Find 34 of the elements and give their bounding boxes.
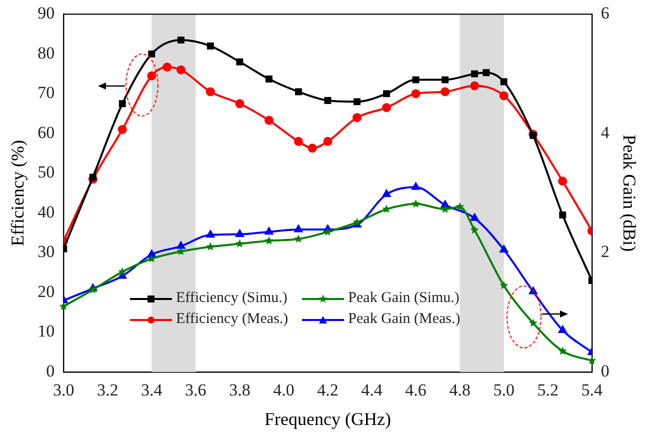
legend-label: Efficiency (Meas.): [176, 311, 288, 328]
x-tick-label: 3.4: [141, 380, 163, 400]
x-tick-label: 4.2: [317, 380, 338, 400]
y-tick-label: 50: [38, 162, 55, 182]
y-tick-label: 80: [38, 43, 55, 62]
y-tick-label: 40: [38, 202, 55, 222]
y-tick-label: 0: [46, 361, 55, 380]
x-tick-label: 4.4: [361, 380, 383, 400]
x-tick-label: 4.0: [273, 380, 294, 400]
y-tick-label: 10: [38, 322, 55, 341]
y2-tick-label: 2: [600, 242, 610, 262]
x-tick-label: 3.6: [185, 380, 206, 400]
legend-label: Efficiency (Simu.): [176, 290, 288, 307]
legend-label: Peak Gain (Simu.): [348, 290, 460, 307]
x-tick-label: 3.0: [52, 380, 74, 400]
y-tick-label: 30: [38, 242, 55, 262]
x-tick-label: 5.4: [581, 380, 604, 400]
legend-label: Peak Gain (Meas.): [348, 311, 460, 328]
y-axis-title: Efficiency (%): [8, 140, 28, 246]
x-axis-title: Frequency (GHz): [264, 408, 391, 429]
x-tick-label: 5.2: [537, 380, 558, 400]
y2-tick-label: 6: [600, 4, 610, 23]
y-tick-label: 90: [38, 4, 55, 23]
x-tick-label: 4.8: [449, 380, 470, 400]
y-tick-label: 20: [38, 282, 55, 301]
y-tick-label: 60: [38, 122, 55, 142]
x-tick-label: 4.6: [405, 380, 426, 400]
x-tick-label: 5.0: [493, 380, 514, 400]
y-tick-label: 70: [38, 83, 55, 102]
x-tick-label: 3.8: [229, 380, 250, 400]
x-tick-label: 3.2: [97, 380, 118, 400]
y2-tick-label: 4: [600, 122, 610, 142]
y2-axis-title: Peak Gain (dBi): [619, 134, 640, 252]
y2-tick-label: 0: [600, 361, 610, 380]
